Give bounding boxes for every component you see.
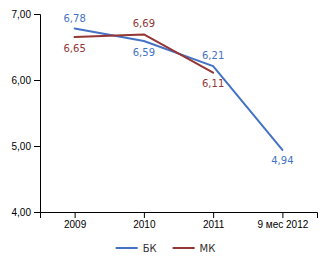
data-label: 6,69 [133, 18, 155, 29]
y-tick: 4,00 [12, 207, 40, 218]
legend: БК МК [116, 243, 216, 254]
x-tick-mark [282, 212, 283, 218]
series-line [75, 34, 214, 72]
y-tick-mark [34, 14, 40, 15]
data-label: 6,21 [202, 50, 224, 61]
y-tick: 7,00 [12, 9, 40, 20]
series-group [75, 29, 283, 150]
x-tick: 2010 [133, 212, 156, 230]
data-labels: 6,78 6,59 6,21 4,94 6,65 6,69 6,11 [63, 13, 293, 167]
y-axis: 4,00 5,00 6,00 7,00 [12, 9, 41, 218]
y-tick: 6,00 [12, 75, 40, 86]
y-tick-mark [34, 212, 40, 213]
y-tick: 5,00 [12, 141, 40, 152]
x-axis-line [41, 213, 318, 219]
y-tick-mark [34, 80, 40, 81]
x-tick-label: 2010 [133, 219, 156, 230]
data-label: 6,78 [63, 13, 85, 24]
x-tick-mark [144, 212, 145, 218]
plot-area: 2009 2010 2011 9 мес 2012 4,00 5,00 6,00 7,00 6,… [12, 9, 318, 230]
chart-svg: 2009 2010 2011 9 мес 2012 4,00 5,00 6,00 7,00 6,… [0, 0, 331, 260]
data-label: 4,94 [271, 155, 293, 166]
series-line [75, 29, 283, 150]
legend-swatch [116, 247, 138, 249]
x-tick-mark [75, 212, 76, 218]
legend-label: БК [143, 243, 157, 254]
x-tick: 2009 [64, 212, 87, 230]
y-tick-label: 4,00 [12, 207, 32, 218]
y-axis-line [34, 15, 41, 213]
x-tick: 2011 [203, 212, 225, 230]
x-tick-label: 9 мес 2012 [257, 219, 308, 230]
x-tick-mark [213, 212, 214, 218]
legend-label: МК [200, 243, 216, 254]
y-tick-label: 7,00 [12, 9, 32, 20]
data-label: 6,59 [133, 47, 155, 58]
chart-container: 2009 2010 2011 9 мес 2012 4,00 5,00 6,00 7,00 6,… [0, 0, 331, 260]
x-tick-label: 2011 [203, 219, 225, 230]
x-axis: 2009 2010 2011 9 мес 2012 [41, 212, 318, 230]
legend-item: МК [173, 243, 216, 254]
legend-swatch [173, 247, 195, 249]
data-label: 6,11 [202, 78, 224, 89]
x-tick-label: 2009 [64, 219, 87, 230]
y-tick-label: 5,00 [12, 141, 32, 152]
legend-item: БК [116, 243, 157, 254]
data-label: 6,65 [63, 43, 85, 54]
y-tick-label: 6,00 [12, 75, 32, 86]
x-tick: 9 мес 2012 [257, 212, 308, 230]
y-tick-mark [34, 146, 40, 147]
